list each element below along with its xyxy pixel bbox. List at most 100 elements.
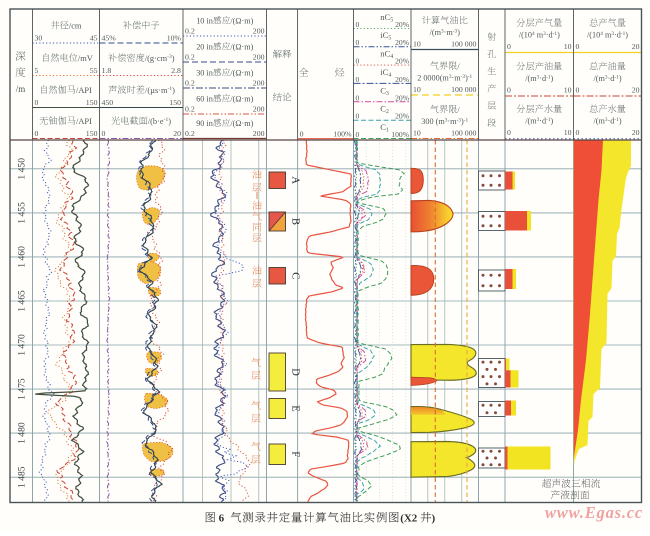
- svg-text:): ): [432, 513, 436, 525]
- svg-text:0.2: 0.2: [185, 27, 195, 36]
- svg-text:iC4: iC4: [380, 67, 391, 79]
- svg-text:300 (m3 ·m-3 )-1: 300 (m3 ·m-3 )-1: [421, 117, 468, 126]
- svg-text:/: /: [457, 62, 460, 71]
- svg-text:0: 0: [356, 112, 360, 121]
- svg-text:30 in: 30 in: [196, 69, 213, 78]
- svg-text:F: F: [290, 451, 301, 457]
- svg-text:100 000: 100 000: [451, 40, 476, 49]
- svg-text:/(104 m3 ·d-1 ): /(104 m3 ·d-1 ): [587, 31, 628, 40]
- svg-text:C: C: [290, 272, 301, 279]
- svg-text:C1: C1: [380, 122, 389, 134]
- svg-text:100%: 100%: [333, 130, 352, 139]
- svg-text:20: 20: [632, 42, 640, 51]
- svg-text:0: 0: [356, 57, 360, 66]
- svg-text:www.Egas.cc: www.Egas.cc: [545, 503, 643, 522]
- svg-text:0.2: 0.2: [185, 129, 195, 138]
- svg-text:A: A: [290, 176, 301, 184]
- svg-text:2.8: 2.8: [171, 66, 181, 75]
- svg-text:20%: 20%: [395, 57, 410, 66]
- svg-text:/(Ω·m): /(Ω·m): [230, 43, 253, 52]
- svg-text:0: 0: [507, 128, 511, 137]
- svg-text:45%: 45%: [102, 34, 117, 43]
- svg-text:E: E: [290, 405, 301, 411]
- svg-text:200: 200: [253, 105, 265, 114]
- svg-text:20: 20: [632, 86, 640, 95]
- svg-text:0: 0: [35, 98, 39, 107]
- svg-text:/(Ω·m): /(Ω·m): [230, 17, 253, 26]
- svg-text:0: 0: [356, 38, 360, 47]
- svg-text:1 455: 1 455: [17, 202, 28, 224]
- svg-text:45: 45: [90, 34, 98, 43]
- svg-text:0: 0: [300, 130, 304, 139]
- svg-text:20%: 20%: [395, 75, 410, 84]
- svg-text:0: 0: [356, 20, 360, 29]
- svg-text:/(Ω·m): /(Ω·m): [230, 119, 253, 128]
- svg-text:150: 150: [169, 98, 181, 107]
- svg-text:nC4: nC4: [380, 49, 393, 61]
- svg-text:0: 0: [356, 130, 360, 139]
- svg-text:20: 20: [632, 128, 640, 137]
- svg-text:1.8: 1.8: [102, 66, 112, 75]
- svg-text:0: 0: [35, 129, 39, 138]
- svg-text:200: 200: [253, 27, 265, 36]
- svg-text:20%: 20%: [395, 93, 410, 102]
- svg-text:/(104 m3 ·d-1 ): /(104 m3 ·d-1 ): [519, 31, 560, 40]
- svg-text:/m: /m: [16, 84, 26, 94]
- svg-text:100%: 100%: [391, 130, 409, 139]
- svg-text:20 in: 20 in: [196, 43, 213, 52]
- svg-text:nC5: nC5: [380, 12, 393, 24]
- svg-text:/(Ω·m): /(Ω·m): [230, 69, 253, 78]
- svg-text:10: 10: [564, 42, 572, 51]
- svg-text:C3: C3: [380, 85, 389, 97]
- svg-text:/cm: /cm: [69, 22, 82, 31]
- svg-text:200: 200: [253, 53, 265, 62]
- svg-text:55: 55: [90, 66, 98, 75]
- svg-text:20%: 20%: [395, 112, 410, 121]
- svg-text:1 475: 1 475: [17, 378, 28, 400]
- svg-text:10: 10: [564, 128, 572, 137]
- svg-text:/(m3 ·d-1 ): /(m3 ·d-1 ): [525, 117, 553, 126]
- svg-text:30: 30: [35, 34, 43, 43]
- svg-text:6: 6: [216, 513, 225, 525]
- svg-text:10: 10: [413, 40, 421, 49]
- svg-text:1 470: 1 470: [17, 334, 28, 356]
- svg-text:C2: C2: [380, 104, 389, 116]
- svg-text:0: 0: [356, 75, 360, 84]
- svg-text:iC5: iC5: [380, 30, 391, 42]
- svg-text:0.2: 0.2: [185, 105, 195, 114]
- svg-text:0: 0: [576, 86, 580, 95]
- svg-text:200: 200: [253, 129, 265, 138]
- svg-text:0: 0: [576, 128, 580, 137]
- svg-text:0.2: 0.2: [185, 53, 195, 62]
- svg-text:0: 0: [356, 93, 360, 102]
- svg-text:60 in: 60 in: [196, 95, 213, 104]
- svg-text:10: 10: [564, 86, 572, 95]
- svg-text:20%: 20%: [395, 38, 410, 47]
- svg-text:/(g·cm-3 ): /(g·cm-3 ): [145, 54, 175, 63]
- svg-text:1 465: 1 465: [17, 290, 28, 312]
- svg-text:/mV: /mV: [78, 54, 93, 63]
- svg-text:0: 0: [507, 86, 511, 95]
- svg-text:0: 0: [507, 42, 511, 51]
- svg-text:10 in: 10 in: [196, 17, 213, 26]
- svg-text:(X2: (X2: [400, 513, 420, 525]
- svg-text:/(Ω·m): /(Ω·m): [230, 95, 253, 104]
- svg-text:200: 200: [253, 79, 265, 88]
- svg-text:/(µs·m-1 ): /(µs·m-1 ): [145, 86, 175, 95]
- svg-text:150: 150: [86, 129, 98, 138]
- svg-text:/(b·e-1 ): /(b·e-1 ): [148, 117, 171, 126]
- svg-text:90 in: 90 in: [196, 119, 213, 128]
- svg-text:450: 450: [102, 98, 114, 107]
- svg-text:1 485: 1 485: [17, 466, 28, 488]
- svg-text:100 000: 100 000: [451, 129, 476, 138]
- svg-text:1 480: 1 480: [17, 422, 28, 444]
- svg-text:100 000: 100 000: [451, 85, 476, 94]
- svg-text:0: 0: [102, 129, 106, 138]
- svg-text:/(m3 ·m-3 ): /(m3 ·m-3 ): [430, 28, 461, 37]
- svg-text:/(m3 ·d-1 ): /(m3 ·d-1 ): [525, 74, 553, 83]
- svg-text:20%: 20%: [395, 20, 410, 29]
- svg-text:150: 150: [86, 98, 98, 107]
- svg-text:/(m3 ·d-1 ): /(m3 ·d-1 ): [594, 74, 622, 83]
- svg-text:2 0000(m3 ·m-3 )-1: 2 0000(m3 ·m-3 )-1: [417, 74, 472, 83]
- svg-text:/API: /API: [76, 117, 92, 126]
